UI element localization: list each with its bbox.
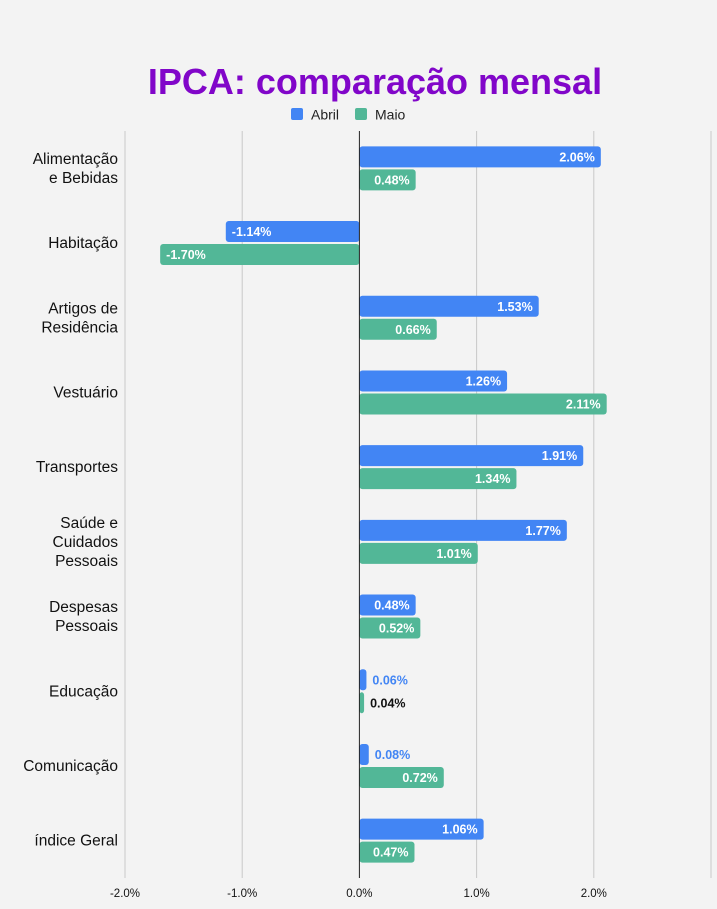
legend-swatch-abril	[291, 108, 303, 120]
x-tick-label: 0.0%	[346, 888, 372, 900]
category-label: Educação	[49, 683, 118, 700]
category-labels: Alimentação e Bebidas Habitação Artigos de R…	[23, 151, 118, 850]
data-label-abril: 1.06%	[442, 823, 477, 837]
data-label-abril: 2.06%	[559, 150, 594, 164]
bar-abril	[359, 594, 416, 616]
data-label-maio: 0.66%	[395, 323, 430, 337]
bar-abril	[359, 146, 601, 168]
category-label: Saúde e Cuidados Pessoais	[53, 515, 119, 570]
data-label-abril: -1.14%	[232, 225, 272, 239]
bar-abril	[225, 221, 360, 243]
bar-abril	[359, 295, 539, 317]
data-label-maio: 0.48%	[374, 173, 409, 187]
bar-abril	[359, 370, 508, 392]
data-label-maio: 0.47%	[373, 846, 408, 860]
bar-maio	[359, 766, 444, 788]
data-label-maio: 2.11%	[566, 397, 601, 411]
x-tick-label: 1.0%	[463, 888, 489, 900]
category-label: índice Geral	[34, 833, 118, 850]
bar-maio	[359, 169, 416, 191]
bar-abril	[359, 743, 369, 765]
data-label-abril: 1.91%	[542, 449, 577, 463]
bar-abril	[359, 818, 484, 840]
data-label-abril: 0.48%	[374, 599, 409, 613]
category-label: Despesas Pessoais	[49, 599, 118, 635]
bars-layer	[160, 146, 607, 863]
legend-swatch-maio	[355, 108, 367, 120]
grid-lines	[124, 131, 712, 878]
data-label-maio: 0.52%	[379, 622, 414, 636]
data-label-abril: 1.26%	[466, 374, 501, 388]
category-label: Alimentação e Bebidas	[33, 151, 119, 187]
bar-maio	[359, 318, 437, 340]
category-label: Habitação	[48, 235, 118, 252]
bar-abril	[359, 519, 567, 541]
data-labels: 2.06% 0.48% -1.14% -1.70% 1.53% 0.66% 1.26% 2.1…	[166, 150, 601, 859]
data-label-maio: 1.34%	[475, 472, 510, 486]
data-label-maio: 1.01%	[436, 547, 471, 561]
x-tick-label: 2.0%	[581, 888, 607, 900]
data-label-maio: 0.04%	[370, 696, 405, 710]
data-label-maio: 0.72%	[402, 771, 437, 785]
category-label: Transportes	[36, 459, 118, 476]
bar-maio	[359, 692, 365, 714]
legend-label-abril: Abril	[311, 107, 339, 123]
bar-maio	[359, 617, 421, 639]
category-label: Comunicação	[23, 758, 118, 775]
bar-maio	[359, 542, 478, 564]
bar-maio	[359, 841, 415, 863]
legend: Abril Maio	[291, 107, 406, 123]
x-tick-label: -2.0%	[110, 888, 140, 900]
legend-label-maio: Maio	[375, 107, 406, 123]
data-label-abril: 0.06%	[372, 673, 407, 687]
x-tick-labels: -2.0% -1.0% 0.0% 1.0% 2.0%	[110, 888, 607, 900]
category-label: Artigos de Residência	[41, 300, 118, 336]
bar-abril	[359, 445, 584, 467]
data-label-maio: -1.70%	[166, 248, 206, 262]
chart-title: IPCA: comparação mensal	[148, 61, 602, 102]
bar-maio	[359, 468, 517, 490]
data-label-abril: 1.77%	[525, 524, 560, 538]
data-label-abril: 1.53%	[497, 300, 532, 314]
x-tick-label: -1.0%	[227, 888, 257, 900]
bar-maio	[359, 393, 607, 415]
data-label-abril: 0.08%	[375, 748, 410, 762]
bar-abril	[359, 669, 367, 691]
category-label: Vestuário	[53, 384, 118, 401]
bar-maio	[160, 244, 360, 266]
